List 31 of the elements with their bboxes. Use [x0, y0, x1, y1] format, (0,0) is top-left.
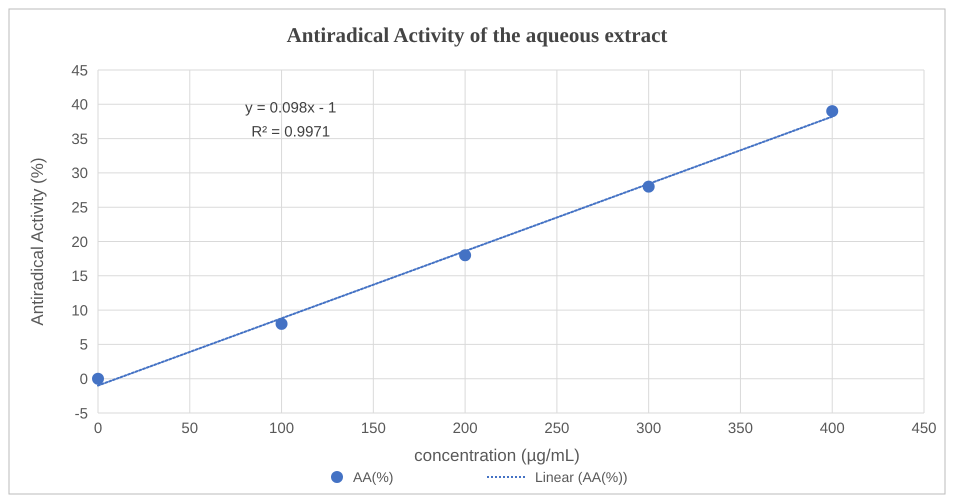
legend-label: Linear (AA(%)) — [535, 468, 628, 485]
x-tick-label: 200 — [452, 420, 478, 437]
x-axis-title: concentration (µg/mL) — [414, 446, 580, 465]
legend-label: AA(%) — [353, 468, 394, 485]
x-tick-label: 50 — [181, 420, 198, 437]
y-tick-label: 10 — [71, 302, 88, 320]
annotation: y = 0.098x - 1 — [245, 99, 336, 116]
x-tick-label: 100 — [269, 420, 294, 437]
x-tick-label: 300 — [636, 420, 662, 437]
y-tick-label: 30 — [71, 165, 88, 182]
y-tick-label: 0 — [80, 370, 88, 388]
x-tick-label: 450 — [911, 420, 937, 437]
x-tick-label: 150 — [360, 420, 386, 437]
y-tick-label: 20 — [71, 234, 88, 251]
x-tick-label: 350 — [728, 420, 753, 437]
y-axis-title: Antiradical Activity (%) — [28, 157, 47, 326]
x-tick-label: 0 — [94, 420, 102, 437]
y-tick-label: 5 — [80, 336, 88, 354]
y-tick-label: 15 — [71, 268, 88, 286]
y-tick-label: 35 — [71, 130, 88, 148]
annotation: R² = 0.9971 — [251, 123, 330, 140]
chart-title: Antiradical Activity of the aqueous extract — [286, 23, 668, 47]
point — [826, 105, 838, 118]
point — [276, 318, 288, 330]
y-tick-label: 40 — [71, 96, 88, 114]
y-tick-label: 25 — [71, 199, 88, 216]
y-tick-label: 45 — [71, 62, 88, 80]
x-tick-label: 400 — [820, 420, 845, 437]
point — [92, 372, 104, 385]
y-tick-label: -5 — [74, 405, 88, 422]
x-tick-label: 250 — [544, 420, 570, 437]
